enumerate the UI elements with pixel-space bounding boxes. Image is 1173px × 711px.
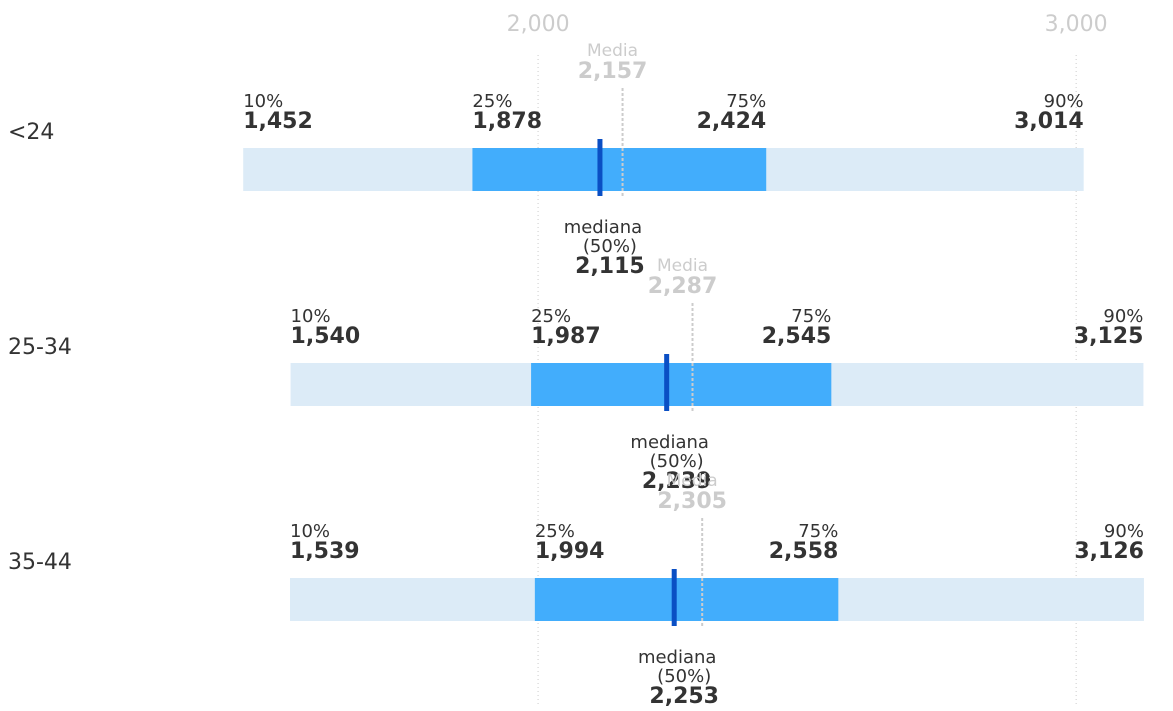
inner-range	[531, 363, 832, 406]
percentile-value: 3,126	[1074, 539, 1144, 564]
percentile-value: 2,545	[762, 324, 832, 349]
inner-range	[534, 578, 839, 621]
percentile-name: 10%	[291, 306, 331, 327]
percentile-value: 1,539	[290, 539, 360, 564]
category-label: 25-34	[8, 335, 72, 360]
percentile-name: 90%	[1044, 91, 1084, 112]
percentile-name: 25%	[472, 91, 512, 112]
percentile-name: 10%	[290, 521, 330, 542]
percentile-name: 75%	[791, 306, 831, 327]
percentile-name: 75%	[726, 91, 766, 112]
percentile-name: 25%	[535, 521, 575, 542]
median-subname: (50%)	[657, 666, 711, 687]
percentile-value: 3,014	[1014, 109, 1084, 134]
inner-range	[472, 148, 767, 191]
median-subname: (50%)	[650, 451, 704, 472]
median-name: mediana	[638, 647, 717, 668]
mean-value: 2,287	[648, 274, 718, 299]
percentile-value: 1,878	[472, 109, 542, 134]
median-line	[597, 139, 603, 196]
median-line	[671, 569, 677, 626]
percentile-name: 10%	[243, 91, 283, 112]
percentile-value: 1,987	[531, 324, 601, 349]
mean-name: Media	[657, 256, 708, 276]
median-value: 2,115	[575, 254, 645, 279]
x-tick-label: 3,000	[1045, 12, 1108, 37]
median-name: mediana	[564, 217, 643, 238]
percentile-value: 1,994	[535, 539, 605, 564]
category-label: <24	[8, 120, 54, 145]
mean-name: Media	[587, 41, 638, 61]
median-value: 2,253	[649, 684, 719, 709]
median-line	[664, 354, 670, 411]
percentile-name: 75%	[798, 521, 838, 542]
percentile-name: 25%	[531, 306, 571, 327]
median-subname: (50%)	[583, 236, 637, 257]
x-tick-label: 2,000	[507, 12, 570, 37]
mean-value: 2,157	[578, 59, 648, 84]
mean-value: 2,305	[657, 489, 727, 514]
category-label: 35-44	[8, 550, 72, 575]
percentile-value: 1,452	[243, 109, 313, 134]
percentile-value: 2,424	[697, 109, 767, 134]
percentile-value: 2,558	[769, 539, 839, 564]
median-value: 2,239	[642, 469, 712, 494]
percentile-value: 3,125	[1074, 324, 1144, 349]
mean-name: Media	[667, 471, 718, 491]
percentile-value: 1,540	[291, 324, 361, 349]
percentile-name: 90%	[1103, 306, 1143, 327]
percentile-name: 90%	[1104, 521, 1144, 542]
median-name: mediana	[630, 432, 709, 453]
